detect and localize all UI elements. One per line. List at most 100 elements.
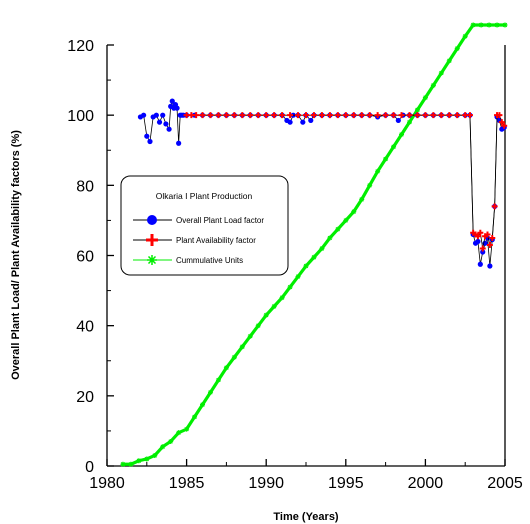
data-point bbox=[300, 119, 306, 125]
data-point bbox=[215, 377, 221, 383]
series-plant-availability-factor bbox=[183, 112, 508, 252]
data-point bbox=[200, 402, 206, 408]
data-point bbox=[478, 22, 484, 28]
data-point bbox=[120, 461, 126, 467]
data-point bbox=[184, 426, 190, 432]
data-point bbox=[231, 112, 238, 119]
y-axis-title: Overall Plant Load/ Plant Availability f… bbox=[10, 130, 22, 380]
legend-entries: Overall Plant Load factor Plant Availabil… bbox=[133, 215, 264, 265]
legend-title: Olkaria I Plant Production bbox=[156, 191, 253, 201]
data-point bbox=[169, 98, 175, 104]
data-point bbox=[477, 229, 484, 236]
data-point bbox=[375, 168, 381, 174]
data-point bbox=[446, 58, 452, 64]
data-point bbox=[475, 238, 481, 245]
data-point bbox=[141, 112, 147, 118]
data-point bbox=[153, 112, 159, 118]
y-tick-label: 120 bbox=[67, 38, 94, 55]
data-point bbox=[494, 22, 500, 28]
data-point bbox=[486, 22, 492, 28]
data-point bbox=[152, 452, 158, 458]
axis-ticks bbox=[106, 44, 506, 467]
data-point bbox=[422, 112, 429, 119]
data-point bbox=[327, 235, 333, 241]
legend-marker bbox=[147, 255, 157, 265]
data-point bbox=[163, 121, 169, 127]
data-point bbox=[160, 112, 166, 118]
data-point bbox=[174, 105, 180, 111]
data-point bbox=[295, 274, 301, 280]
data-point bbox=[160, 444, 166, 450]
data-point bbox=[366, 112, 373, 119]
data-point bbox=[223, 365, 229, 371]
data-point bbox=[498, 119, 505, 126]
data-point bbox=[382, 112, 389, 119]
legend-label: Plant Availability factor bbox=[176, 236, 256, 245]
data-point bbox=[239, 112, 246, 119]
data-point bbox=[395, 117, 401, 124]
data-point bbox=[271, 303, 277, 309]
data-point bbox=[466, 112, 473, 119]
data-point bbox=[479, 245, 486, 252]
data-point bbox=[398, 112, 405, 119]
data-point bbox=[144, 133, 150, 139]
data-point bbox=[487, 263, 493, 269]
data-point bbox=[199, 112, 206, 119]
data-point bbox=[454, 112, 461, 119]
data-point bbox=[462, 33, 468, 39]
data-point bbox=[390, 112, 397, 119]
data-point bbox=[144, 456, 150, 462]
legend-label: Cummulative Units bbox=[176, 256, 243, 265]
y-tick-label: 20 bbox=[76, 389, 94, 406]
data-point bbox=[391, 144, 397, 150]
series-cummulative-units bbox=[120, 22, 508, 467]
data-point bbox=[430, 112, 437, 119]
data-point bbox=[168, 438, 174, 444]
data-point bbox=[279, 295, 285, 301]
data-point bbox=[279, 112, 286, 119]
data-point bbox=[502, 22, 508, 28]
data-point bbox=[367, 182, 373, 188]
data-point bbox=[147, 138, 153, 145]
x-tick-label: 1995 bbox=[328, 475, 364, 492]
data-point bbox=[263, 112, 270, 119]
data-point bbox=[438, 112, 445, 119]
data-point bbox=[319, 245, 325, 251]
data-point bbox=[247, 333, 253, 339]
data-point bbox=[383, 156, 389, 162]
data-point bbox=[438, 70, 444, 76]
data-point bbox=[318, 112, 325, 119]
series-layer bbox=[120, 22, 508, 467]
x-axis-title: Time (Years) bbox=[273, 511, 339, 523]
tick-labels: 0 20 40 60 80 100 120 1980 1985 1990 1995 2000 2005 bbox=[67, 38, 523, 492]
data-point bbox=[247, 112, 254, 119]
y-tick-label: 40 bbox=[76, 319, 94, 336]
data-point bbox=[215, 112, 222, 119]
data-point bbox=[287, 284, 293, 290]
data-point bbox=[263, 312, 269, 318]
legend-marker bbox=[146, 234, 158, 246]
data-point bbox=[491, 203, 498, 210]
data-point bbox=[255, 323, 261, 329]
data-point bbox=[166, 126, 172, 132]
data-point bbox=[406, 119, 412, 125]
data-point bbox=[342, 112, 349, 119]
data-point bbox=[303, 112, 309, 119]
data-point bbox=[350, 112, 357, 119]
data-point bbox=[310, 112, 317, 119]
data-point bbox=[399, 131, 405, 137]
data-point bbox=[156, 119, 163, 125]
data-point bbox=[192, 414, 198, 420]
x-tick-label: 1985 bbox=[169, 475, 205, 492]
data-point bbox=[207, 112, 214, 119]
data-point bbox=[287, 119, 293, 125]
data-point bbox=[207, 389, 213, 395]
y-tick-label: 100 bbox=[67, 108, 94, 125]
data-point bbox=[193, 112, 200, 119]
data-point bbox=[351, 209, 357, 215]
x-tick-label: 2000 bbox=[408, 475, 444, 492]
data-point bbox=[422, 95, 428, 101]
legend-marker bbox=[147, 215, 157, 225]
data-point bbox=[480, 249, 486, 255]
